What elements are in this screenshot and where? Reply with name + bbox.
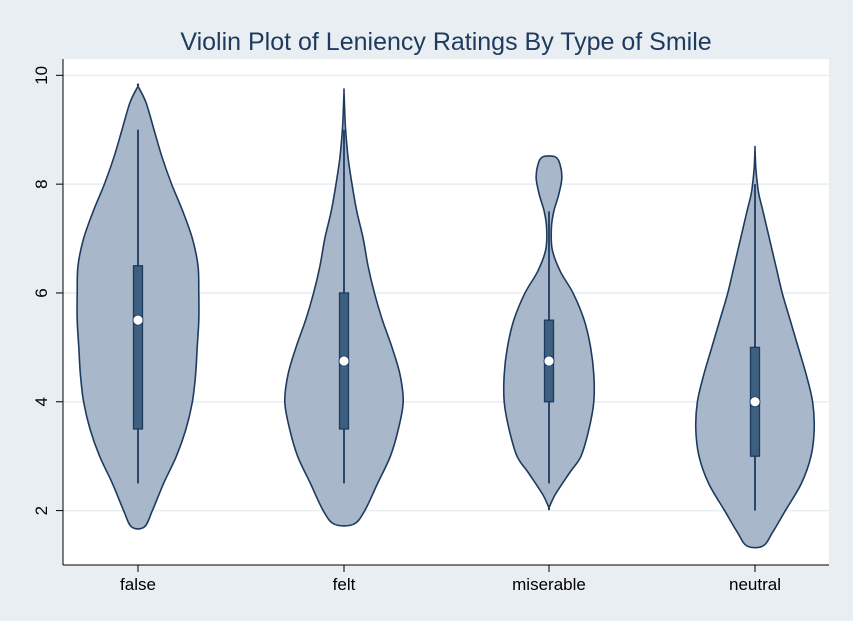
boxplots — [132, 129, 761, 511]
median-marker-false — [132, 314, 144, 326]
x-tick-label: miserable — [512, 575, 586, 594]
x-axis-ticks: false felt miserable neutral — [120, 565, 781, 594]
median-marker-felt — [338, 355, 350, 367]
x-tick-label: false — [120, 575, 156, 594]
y-tick-label: 6 — [32, 288, 51, 297]
median-marker-miserable — [543, 355, 555, 367]
median-marker-neutral — [749, 396, 761, 408]
y-tick-label: 8 — [32, 179, 51, 188]
y-tick-label: 10 — [32, 66, 51, 85]
y-axis-ticks: 2 4 6 8 10 — [32, 66, 63, 515]
iqr-box-false — [132, 265, 144, 430]
x-tick-label: neutral — [729, 575, 781, 594]
chart-title: Violin Plot of Leniency Ratings By Type … — [180, 28, 711, 56]
y-tick-label: 4 — [32, 397, 51, 406]
x-tick-label: felt — [333, 575, 356, 594]
y-tick-label: 2 — [32, 506, 51, 515]
